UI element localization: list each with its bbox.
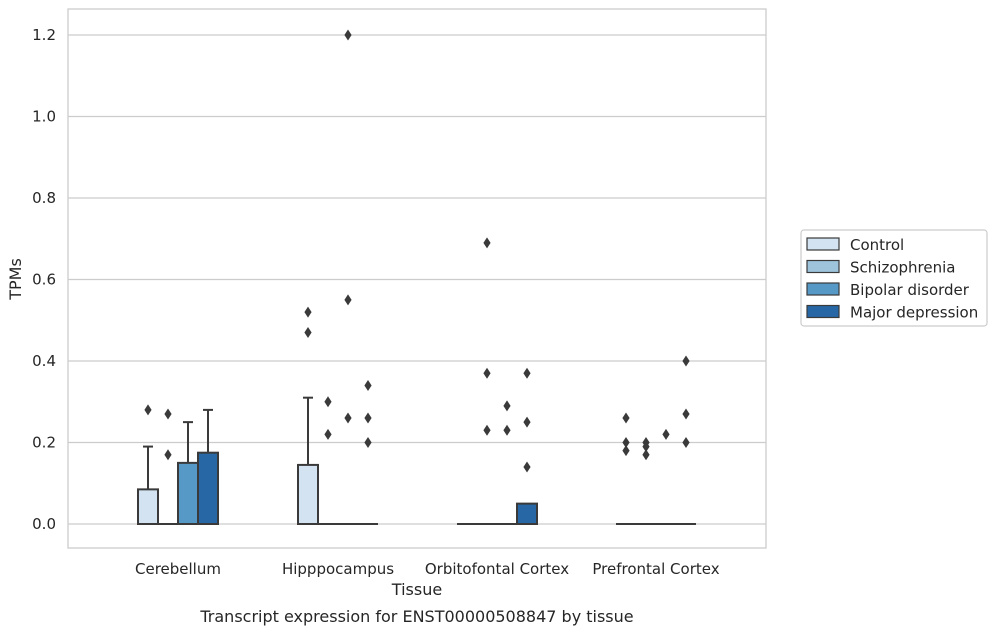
x-axis: Cerebellum Hipppocampus Orbitofontal Corte…	[135, 560, 720, 578]
outlier-point	[682, 355, 690, 367]
outlier-point	[622, 437, 630, 448]
outlier-point	[304, 326, 312, 338]
outlier-point	[324, 428, 332, 440]
outlier-point	[364, 437, 372, 448]
outlier-point	[144, 404, 152, 416]
y-tick-label: 0.2	[32, 434, 56, 452]
y-tick-label: 0.6	[32, 271, 56, 289]
box-bipolar-disorder	[497, 400, 517, 525]
box-control	[616, 412, 636, 525]
outlier-point	[523, 461, 531, 473]
legend-label: Major depression	[850, 304, 978, 322]
outlier-point	[324, 396, 332, 408]
outlier-point	[164, 408, 172, 420]
x-tick-label: Prefrontal Cortex	[592, 560, 719, 578]
box-bipolar-disorder	[177, 421, 199, 525]
box-rect	[297, 463, 319, 526]
legend: Control Schizophrenia Bipolar disorder Majo…	[800, 229, 988, 327]
box-rect	[516, 502, 538, 525]
outlier-point	[364, 379, 372, 391]
chart-caption: Transcript expression for ENST0000050884…	[199, 607, 633, 626]
y-tick-label: 0.4	[32, 352, 56, 370]
x-tick-label: Cerebellum	[135, 560, 221, 578]
x-tick-label: Hipppocampus	[282, 560, 394, 578]
box-bipolar-disorder	[656, 428, 676, 525]
outlier-point	[642, 449, 650, 461]
outlier-point	[642, 441, 650, 453]
box-bipolar-disorder	[338, 29, 358, 525]
outlier-point	[682, 437, 690, 448]
outlier-point	[304, 306, 312, 318]
legend-label: Bipolar disorder	[850, 281, 970, 299]
legend-label: Schizophrenia	[850, 259, 955, 277]
y-tick-label: 1.0	[32, 108, 56, 126]
outlier-point	[503, 424, 511, 436]
outlier-point	[364, 412, 372, 424]
outlier-point	[523, 367, 531, 379]
outlier-point	[622, 445, 630, 457]
y-tick-label: 0.8	[32, 189, 56, 207]
y-tick-label: 1.2	[32, 26, 56, 44]
box-control	[297, 306, 319, 526]
outlier-point	[483, 367, 491, 379]
legend-swatch	[806, 237, 840, 251]
x-axis-title: Tissue	[391, 580, 442, 599]
box-rect	[197, 451, 219, 525]
outlier-point	[483, 424, 491, 436]
y-axis: 0.0 0.2 0.4 0.6 0.8 1.0 1.2	[32, 26, 56, 533]
box-rect	[137, 488, 159, 525]
outlier-point	[503, 400, 511, 412]
box-schizophrenia	[318, 396, 338, 525]
outlier-point	[682, 408, 690, 420]
outlier-point	[344, 294, 352, 306]
box-rect	[177, 461, 199, 525]
box-major-depression	[676, 355, 696, 525]
outlier-point	[344, 29, 352, 41]
legend-swatch	[806, 282, 840, 296]
plot-frame	[67, 8, 767, 549]
outlier-point	[523, 416, 531, 428]
y-axis-title: TPMs	[6, 258, 25, 301]
legend-frame	[800, 229, 988, 327]
plot-area	[137, 29, 696, 526]
outlier-point	[344, 412, 352, 424]
y-tick-label: 0.0	[32, 515, 56, 533]
outlier-point	[483, 237, 491, 249]
box-control	[137, 404, 159, 525]
outlier-point	[622, 412, 630, 424]
box-major-depression	[358, 379, 378, 525]
outlier-point	[164, 449, 172, 461]
grid-lines	[68, 34, 766, 525]
box-schizophrenia	[158, 408, 178, 525]
x-tick-label: Orbitofontal Cortex	[425, 560, 569, 578]
box-major-depression	[516, 367, 538, 525]
box-schizophrenia	[636, 437, 656, 525]
legend-label: Control	[850, 236, 904, 254]
legend-swatch	[806, 259, 840, 274]
legend-swatch	[806, 304, 840, 319]
box-major-depression	[197, 408, 219, 525]
outlier-point	[662, 428, 670, 440]
box-schizophrenia	[477, 237, 497, 525]
